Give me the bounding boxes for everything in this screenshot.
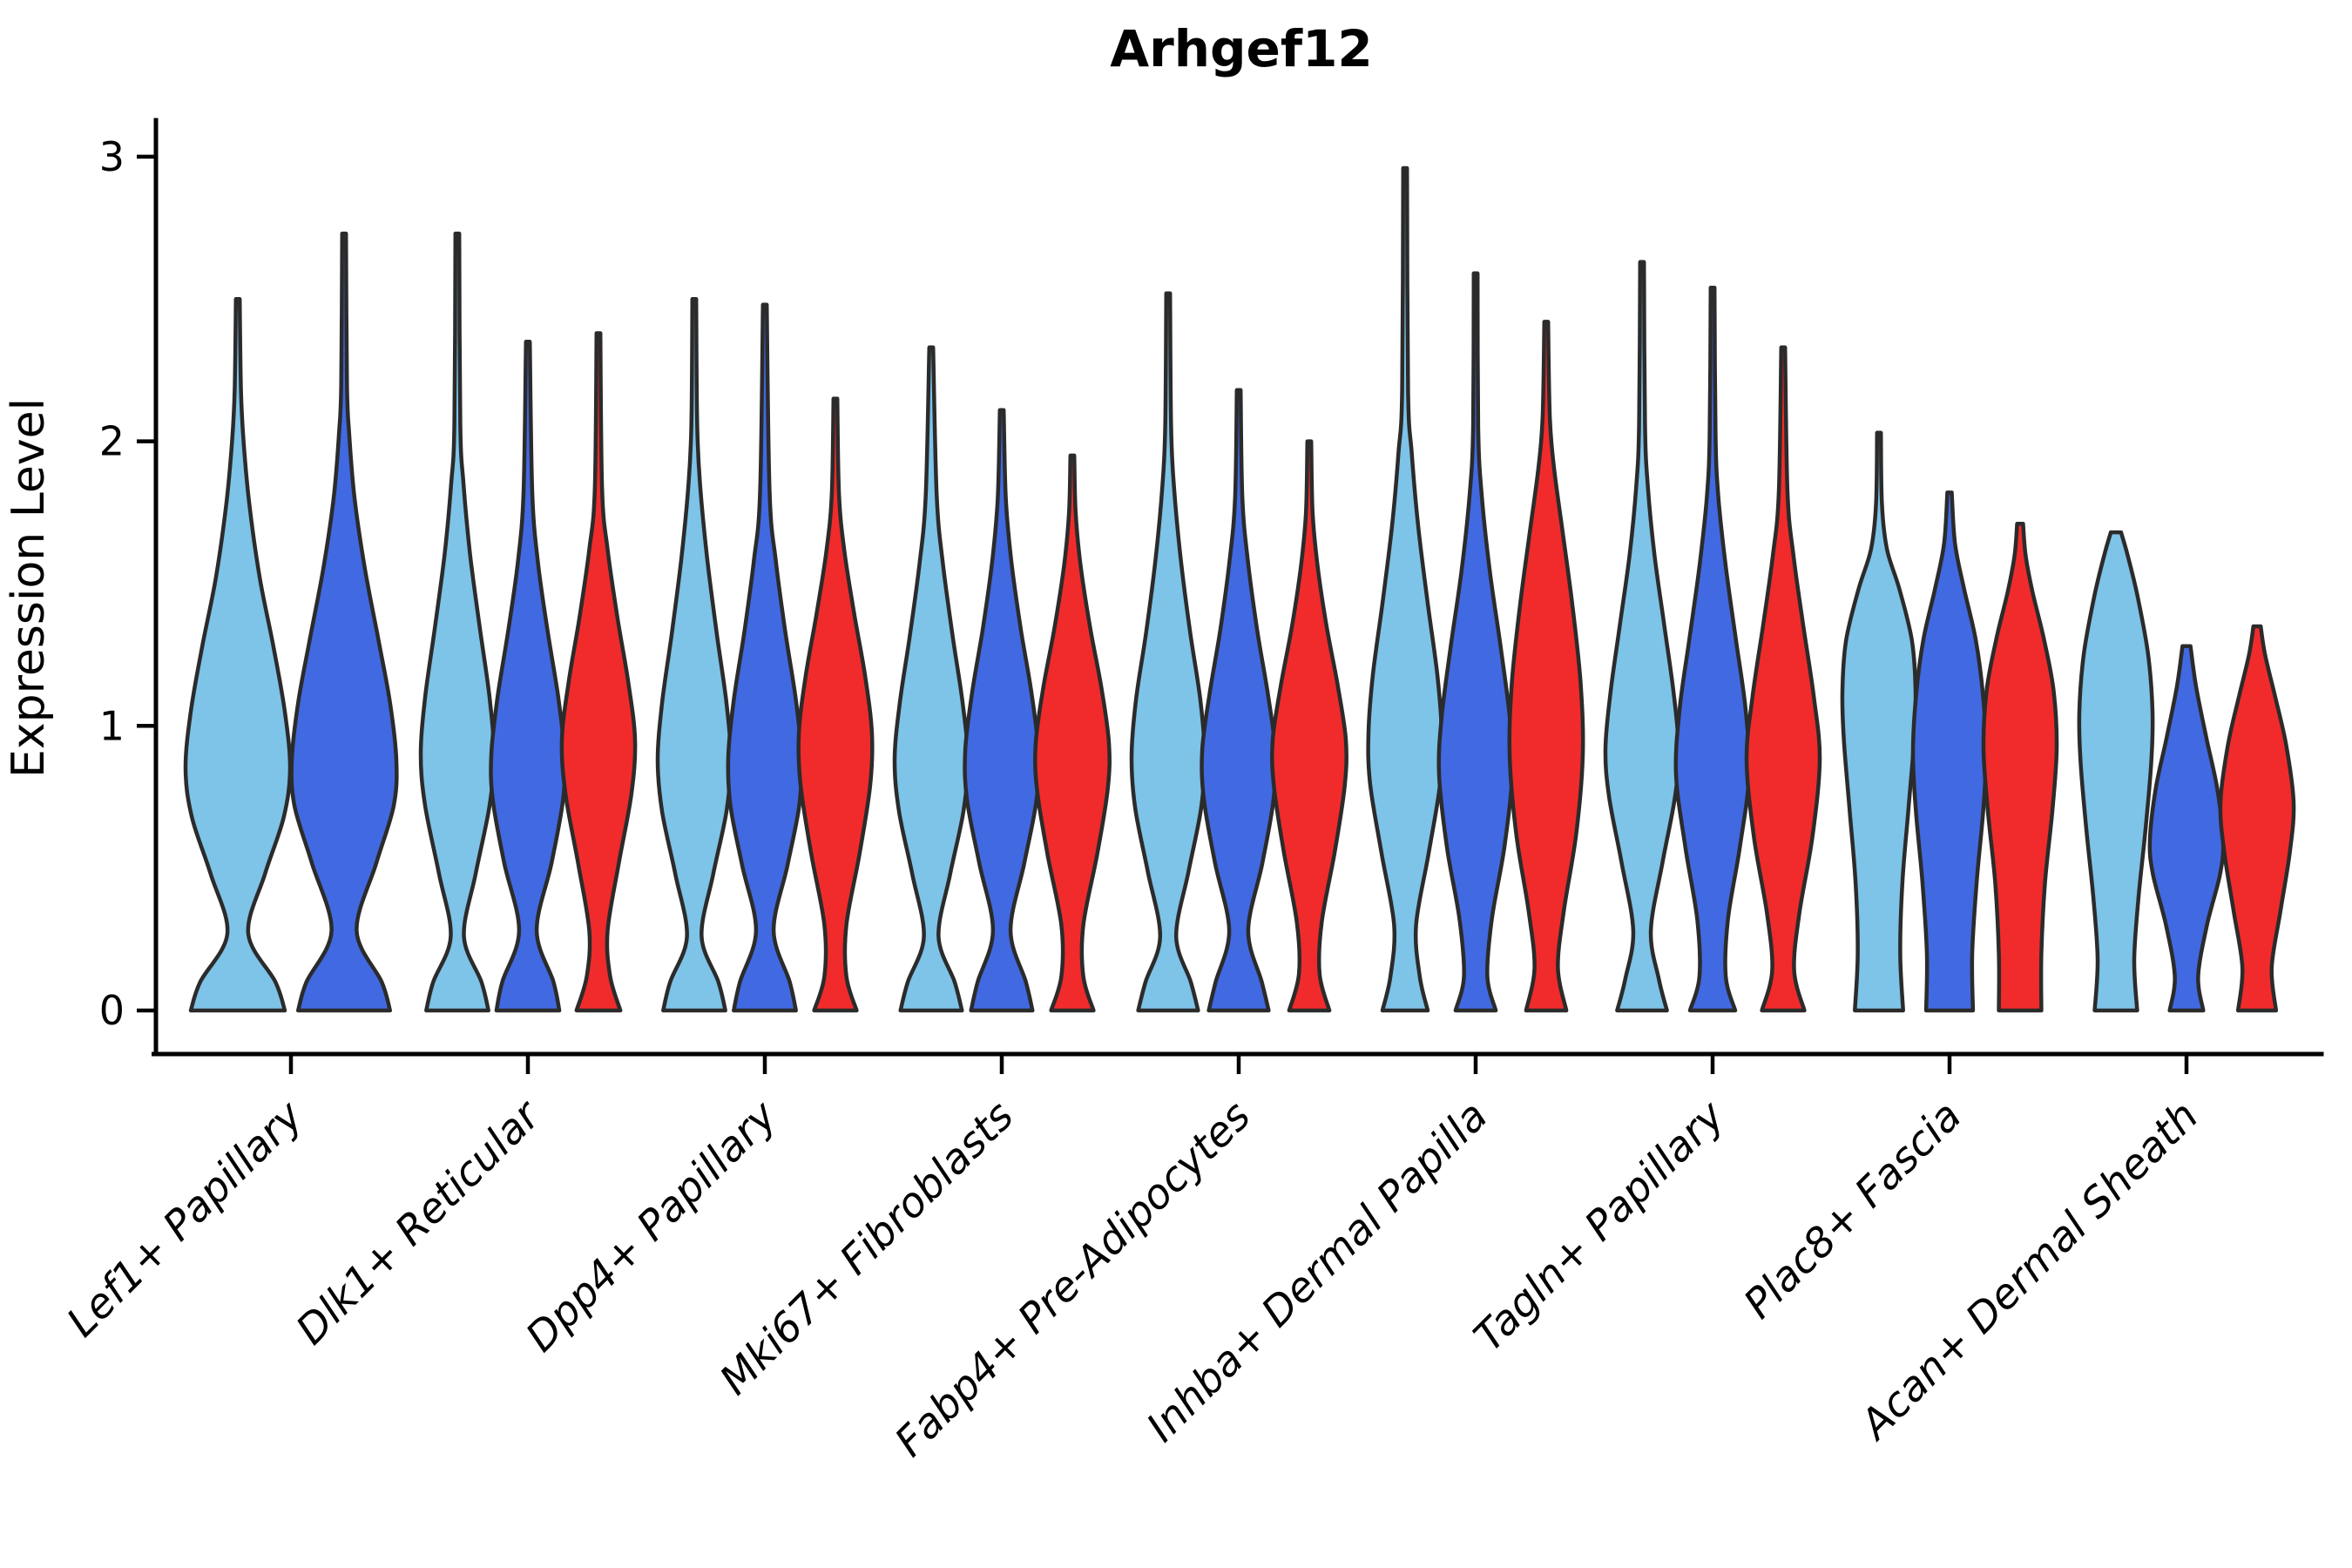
violin-lef1-papillary-light-blue	[183, 297, 293, 1013]
violin-tagln-papillary-light-blue	[1603, 260, 1681, 1013]
violin-dpp4-papillary-dark-blue	[726, 302, 804, 1013]
violin-fabp4-pre-adipocytes-dark-blue	[1200, 388, 1278, 1013]
plot-title: Arhgef12	[1110, 19, 1373, 78]
y-axis-ticks: 0 1 2 3	[99, 133, 156, 1034]
y-axis-label: Expression Level	[3, 398, 55, 778]
violin-dpp4-papillary-red	[796, 396, 875, 1013]
violin-tagln-papillary-dark-blue	[1673, 285, 1752, 1013]
y-tick-label-1: 1	[99, 702, 125, 749]
violin-tagln-papillary-red	[1744, 345, 1822, 1013]
violin-plac8-fascia-red	[1981, 522, 2059, 1013]
violin-dlk1-reticular-light-blue	[418, 231, 497, 1013]
violin-mki67-fibroblasts-dark-blue	[963, 408, 1041, 1013]
violin-fabp4-pre-adipocytes-red	[1270, 439, 1348, 1013]
violins-layer	[183, 166, 2296, 1013]
y-tick-label-3: 3	[99, 133, 125, 180]
violin-mki67-fibroblasts-light-blue	[892, 345, 970, 1013]
violin-mki67-fibroblasts-red	[1033, 453, 1112, 1013]
y-tick-label-2: 2	[99, 418, 125, 465]
violin-plac8-fascia-light-blue	[1840, 430, 1918, 1013]
violin-lef1-papillary-dark-blue	[289, 231, 399, 1013]
violin-acan-dermal-sheath-dark-blue	[2147, 644, 2226, 1013]
violin-inhba-dermal-papilla-dark-blue	[1436, 271, 1515, 1013]
y-tick-label-0: 0	[99, 987, 125, 1034]
violin-acan-dermal-sheath-red	[2218, 624, 2296, 1013]
violin-inhba-dermal-papilla-red	[1507, 320, 1585, 1013]
violin-plac8-fascia-dark-blue	[1910, 490, 1989, 1013]
violin-fabp4-pre-adipocytes-light-blue	[1129, 291, 1207, 1013]
violin-dlk1-reticular-dark-blue	[489, 340, 567, 1013]
violin-dpp4-papillary-light-blue	[655, 297, 733, 1013]
violin-dlk1-reticular-red	[559, 331, 638, 1013]
violin-acan-dermal-sheath-light-blue	[2077, 530, 2155, 1013]
